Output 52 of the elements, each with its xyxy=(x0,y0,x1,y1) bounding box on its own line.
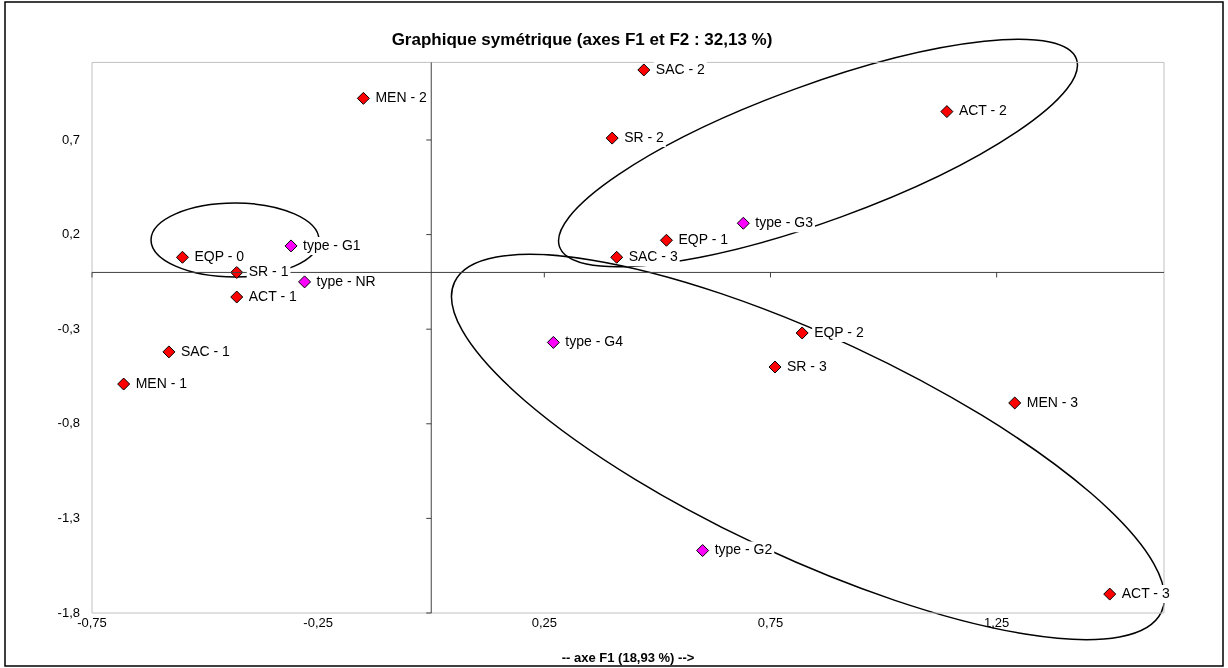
annotation: ACT - 3 xyxy=(1121,584,1170,601)
x-axis-title: -- axe F1 (18,93 %) --> xyxy=(561,649,695,665)
point xyxy=(605,131,619,145)
annotation: type - G4 xyxy=(565,333,624,350)
point xyxy=(610,250,624,264)
x-tick-label: 0,75 xyxy=(757,615,784,631)
point xyxy=(1008,396,1022,410)
annotation: type - NR xyxy=(316,272,376,289)
annotation: type - G2 xyxy=(714,541,773,558)
chart-title: Graphique symétrique (axes F1 et F2 : 32,13 %) xyxy=(391,29,773,49)
annotation: SR - 2 xyxy=(624,128,665,145)
point xyxy=(546,335,560,349)
point xyxy=(230,290,244,304)
annotation: SR - 3 xyxy=(787,357,827,374)
point xyxy=(736,216,750,230)
x-tick-label: 1,25 xyxy=(983,615,1010,631)
point xyxy=(696,544,710,558)
annotation: ACT - 1 xyxy=(248,287,297,304)
point xyxy=(1103,587,1117,601)
point xyxy=(768,360,782,374)
y-tick-label: -0,3 xyxy=(57,320,80,336)
annotation: MEN - 1 xyxy=(135,374,188,391)
point xyxy=(356,91,370,105)
point xyxy=(940,105,954,119)
annotation: SR - 1 xyxy=(248,263,289,280)
annotation: SAC - 3 xyxy=(628,248,678,265)
point xyxy=(162,345,176,359)
annotation: MEN - 2 xyxy=(375,89,427,106)
point xyxy=(659,233,673,247)
point xyxy=(175,250,189,264)
annotation: EQP - 0 xyxy=(194,248,245,265)
point xyxy=(284,239,298,253)
point xyxy=(637,63,651,77)
y-tick-label: -0,8 xyxy=(57,415,80,431)
annotation: type - G1 xyxy=(303,236,361,253)
annotation: EQP - 1 xyxy=(678,231,729,248)
annotation: MEN - 3 xyxy=(1026,393,1079,410)
x-tick-label: 0,25 xyxy=(531,615,557,631)
y-tick-label: -1,3 xyxy=(57,509,80,525)
annotation: SAC - 1 xyxy=(180,342,231,359)
y-tick-label: -1,8 xyxy=(57,604,80,620)
y-tick-label: 0,2 xyxy=(61,226,80,242)
point xyxy=(117,377,131,391)
annotation: ACT - 2 xyxy=(958,102,1008,119)
y-tick-label: 0,7 xyxy=(61,131,80,147)
annotation: SAC - 2 xyxy=(655,60,706,77)
point xyxy=(230,265,244,279)
point xyxy=(298,275,312,289)
annotation: type - G3 xyxy=(755,214,814,231)
x-tick-label: -0,25 xyxy=(303,615,333,631)
annotation: EQP - 2 xyxy=(814,323,864,340)
point xyxy=(795,326,809,340)
